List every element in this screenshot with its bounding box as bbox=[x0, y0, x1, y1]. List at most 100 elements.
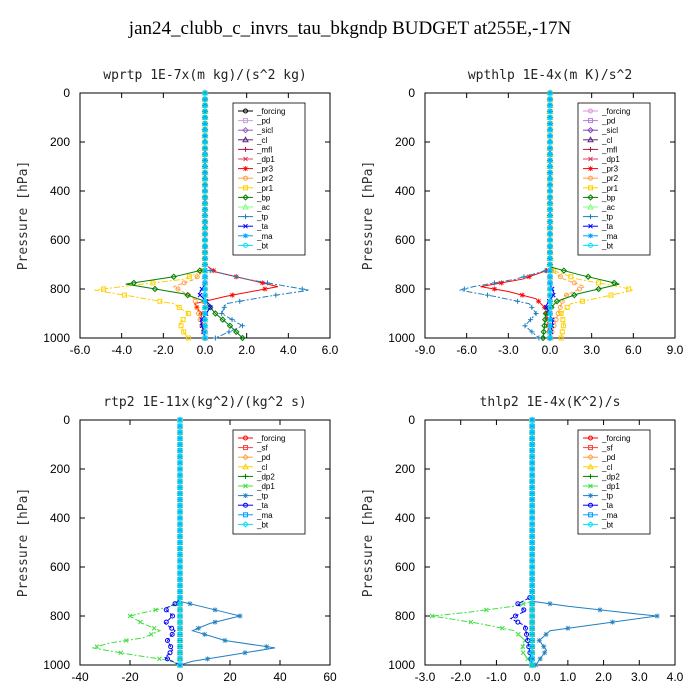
data-point bbox=[194, 304, 200, 310]
data-point bbox=[560, 317, 566, 323]
data-point bbox=[560, 323, 566, 329]
legend-entry: _tp bbox=[256, 213, 269, 222]
legend-marker bbox=[242, 203, 249, 210]
series-pr3 bbox=[480, 90, 553, 341]
data-point bbox=[547, 243, 553, 249]
data-point bbox=[547, 237, 553, 243]
y-tick-label: 800 bbox=[50, 609, 70, 623]
data-point bbox=[242, 650, 248, 656]
legend-marker bbox=[243, 175, 248, 181]
legend-marker bbox=[588, 233, 593, 239]
data-point bbox=[176, 416, 184, 424]
x-tick-label: -6.0 bbox=[70, 343, 91, 357]
data-point bbox=[542, 650, 548, 656]
data-point bbox=[176, 582, 184, 589]
data-point bbox=[528, 447, 536, 454]
data-point bbox=[202, 317, 208, 323]
data-point bbox=[520, 644, 526, 649]
legend-entry: _dp1 bbox=[601, 482, 620, 491]
data-point bbox=[202, 292, 208, 298]
data-point bbox=[522, 625, 528, 631]
data-point bbox=[138, 619, 143, 625]
data-point bbox=[265, 280, 270, 286]
data-point bbox=[202, 182, 208, 188]
data-point bbox=[192, 298, 198, 304]
legend: _forcing_sf_pd_cl_dp2_dp1_tp_ta_ma_bt bbox=[577, 429, 651, 535]
data-point bbox=[461, 286, 467, 292]
data-point bbox=[176, 661, 184, 669]
x-tick-label: -3.0 bbox=[498, 343, 519, 357]
legend-entry: _tp bbox=[256, 492, 269, 501]
legend-marker bbox=[242, 136, 249, 143]
data-point bbox=[626, 286, 632, 292]
data-point bbox=[176, 545, 184, 552]
legend-entry: _cl bbox=[256, 136, 267, 145]
data-point bbox=[202, 249, 208, 255]
data-point bbox=[547, 182, 553, 188]
data-point bbox=[176, 429, 184, 436]
legend-marker bbox=[242, 463, 249, 470]
data-point bbox=[528, 527, 536, 534]
data-point bbox=[547, 317, 553, 323]
data-point bbox=[500, 625, 505, 631]
legend: _forcing_sf_pd_cl_dp2_dp1_tp_ta_ma_bt bbox=[232, 429, 306, 535]
data-point bbox=[526, 644, 532, 650]
series-line bbox=[172, 93, 206, 339]
data-point bbox=[202, 280, 208, 286]
data-point bbox=[176, 606, 184, 614]
data-point bbox=[176, 435, 184, 442]
data-point bbox=[202, 151, 208, 157]
legend-entry: _ta bbox=[256, 222, 269, 231]
data-point bbox=[528, 441, 536, 448]
data-point bbox=[547, 145, 553, 151]
data-point bbox=[202, 121, 208, 127]
data-point bbox=[547, 157, 553, 163]
data-point bbox=[212, 619, 218, 625]
data-point bbox=[186, 274, 192, 280]
panel-2: wpthlp 1E-4x(m K)/s^2 Pressure [hPa] -9.0 -… bbox=[361, 68, 684, 357]
legend-entry: _bt bbox=[256, 520, 269, 529]
plot-frame bbox=[424, 419, 676, 666]
data-point bbox=[273, 292, 279, 298]
legend-entry: _pr2 bbox=[601, 174, 619, 183]
legend-marker bbox=[243, 146, 248, 152]
data-point bbox=[528, 471, 536, 479]
data-point bbox=[528, 643, 536, 650]
legend-entry: _ta bbox=[601, 501, 614, 510]
data-point bbox=[529, 304, 535, 310]
data-point bbox=[611, 279, 618, 287]
data-point bbox=[163, 607, 169, 613]
data-point bbox=[176, 514, 184, 522]
data-point bbox=[528, 618, 536, 626]
x-tick-label: -40 bbox=[71, 670, 89, 684]
data-point bbox=[547, 200, 553, 206]
data-point bbox=[202, 170, 208, 176]
data-point bbox=[547, 133, 553, 139]
data-point bbox=[528, 631, 536, 638]
data-point bbox=[202, 145, 208, 151]
data-point bbox=[176, 594, 184, 601]
legend-marker bbox=[588, 185, 593, 191]
legend-marker bbox=[588, 223, 593, 229]
data-point bbox=[558, 311, 564, 316]
data-point bbox=[180, 317, 186, 323]
data-point bbox=[528, 606, 536, 614]
x-tick-label: 2.0 bbox=[238, 343, 255, 357]
data-point bbox=[547, 182, 553, 188]
series-dp1 bbox=[92, 417, 183, 668]
data-point bbox=[226, 329, 232, 335]
data-point bbox=[542, 310, 550, 317]
data-point bbox=[202, 335, 208, 341]
y-tick-label: 800 bbox=[50, 282, 70, 296]
data-point bbox=[528, 551, 536, 558]
data-point bbox=[522, 323, 528, 329]
series-line bbox=[94, 93, 206, 339]
data-point bbox=[237, 298, 243, 304]
data-point bbox=[515, 619, 521, 625]
data-point bbox=[237, 613, 243, 619]
data-point bbox=[202, 102, 208, 108]
data-point bbox=[168, 644, 174, 650]
data-point bbox=[579, 298, 585, 304]
legend-entry: _bt bbox=[256, 241, 269, 250]
